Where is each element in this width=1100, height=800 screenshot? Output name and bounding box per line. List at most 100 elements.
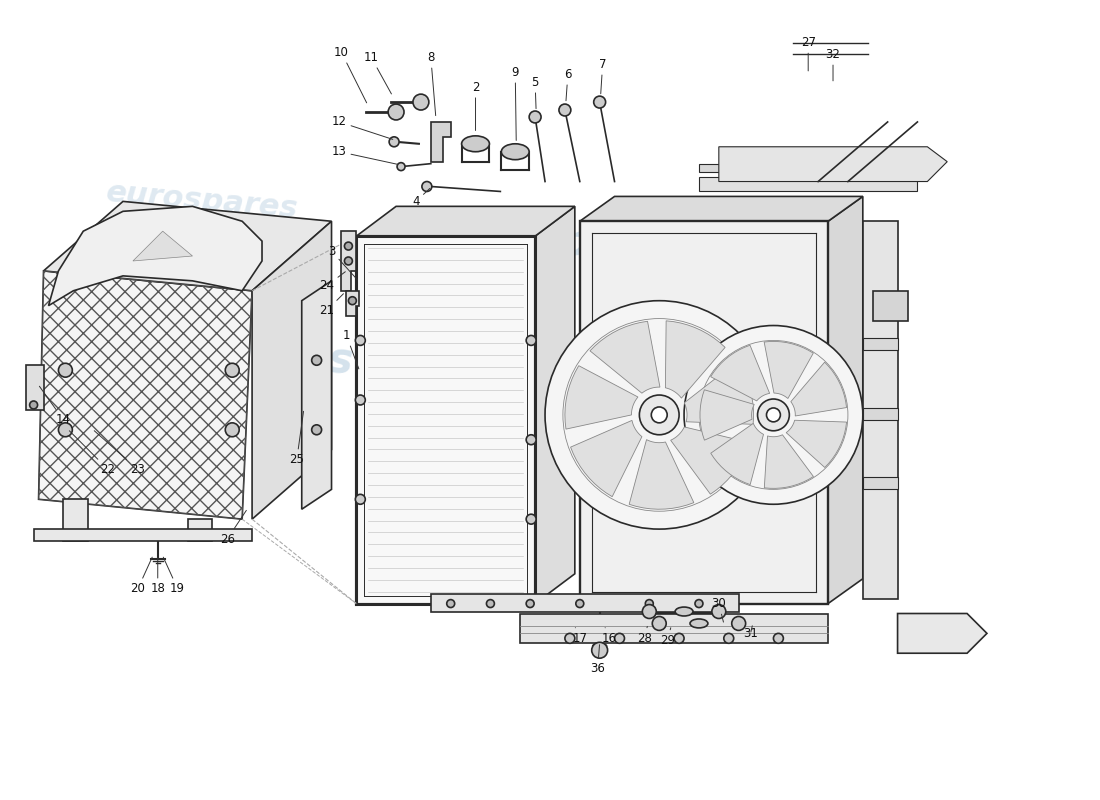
Polygon shape (39, 271, 252, 519)
Polygon shape (872, 290, 908, 321)
Ellipse shape (690, 619, 708, 628)
Text: 28: 28 (637, 626, 652, 645)
Circle shape (695, 600, 703, 607)
Bar (862, 408, 898, 420)
Text: 27: 27 (801, 36, 816, 71)
Text: 23: 23 (95, 430, 145, 476)
Text: 22: 22 (69, 430, 116, 476)
Circle shape (355, 395, 365, 405)
Text: 11: 11 (364, 51, 392, 94)
Polygon shape (431, 122, 451, 162)
Bar (698, 164, 917, 171)
Circle shape (615, 634, 625, 643)
Circle shape (767, 408, 780, 422)
Circle shape (526, 335, 536, 346)
Text: 6: 6 (564, 68, 572, 101)
Text: 25: 25 (289, 411, 305, 466)
Circle shape (526, 600, 535, 607)
Polygon shape (791, 362, 847, 416)
Polygon shape (684, 362, 754, 424)
Text: 1: 1 (343, 329, 359, 369)
Text: eurospares: eurospares (427, 209, 693, 274)
Circle shape (651, 407, 668, 423)
Text: 10: 10 (334, 46, 366, 103)
Bar (862, 338, 898, 350)
Polygon shape (356, 206, 575, 236)
Circle shape (58, 423, 73, 437)
Circle shape (652, 617, 667, 630)
Circle shape (575, 600, 584, 607)
Circle shape (773, 634, 783, 643)
Polygon shape (580, 197, 862, 222)
Circle shape (565, 634, 575, 643)
Circle shape (526, 514, 536, 524)
Ellipse shape (593, 643, 606, 650)
Circle shape (397, 162, 405, 170)
Text: 14: 14 (40, 386, 70, 426)
Circle shape (712, 605, 726, 618)
Circle shape (732, 617, 746, 630)
Circle shape (344, 242, 352, 250)
Circle shape (559, 104, 571, 116)
Text: eurospares: eurospares (106, 178, 299, 224)
Text: 5: 5 (531, 76, 539, 109)
Polygon shape (764, 434, 813, 488)
Circle shape (226, 423, 239, 437)
Text: 7: 7 (598, 58, 606, 94)
Text: 4: 4 (412, 189, 430, 208)
Polygon shape (590, 322, 660, 393)
Polygon shape (711, 346, 770, 401)
Polygon shape (252, 222, 331, 519)
Text: 19: 19 (163, 557, 185, 595)
Bar (520, 614, 828, 643)
Circle shape (226, 363, 239, 377)
Circle shape (30, 401, 37, 409)
Polygon shape (862, 222, 898, 598)
Text: 3: 3 (328, 245, 358, 280)
Text: 32: 32 (826, 48, 840, 81)
Circle shape (355, 494, 365, 504)
Polygon shape (341, 231, 356, 290)
Bar (64, 499, 88, 541)
Text: 16: 16 (602, 628, 617, 645)
Text: 9: 9 (512, 66, 519, 141)
Polygon shape (898, 614, 987, 654)
Circle shape (447, 600, 454, 607)
Text: 24: 24 (319, 272, 345, 292)
Circle shape (639, 395, 679, 434)
Polygon shape (764, 342, 813, 398)
Bar (862, 478, 898, 490)
Circle shape (355, 335, 365, 346)
Polygon shape (301, 281, 331, 510)
Circle shape (592, 642, 607, 658)
Circle shape (529, 111, 541, 123)
Circle shape (311, 425, 321, 434)
Text: 26: 26 (220, 510, 246, 546)
Circle shape (389, 137, 399, 146)
Polygon shape (44, 202, 331, 290)
Polygon shape (629, 440, 694, 510)
Polygon shape (346, 290, 360, 315)
Bar (431, 594, 739, 611)
Polygon shape (666, 321, 725, 398)
Polygon shape (828, 197, 862, 603)
Bar (25, 366, 44, 410)
Text: 18: 18 (151, 558, 165, 595)
Ellipse shape (675, 607, 693, 616)
Polygon shape (786, 420, 847, 467)
Polygon shape (133, 231, 192, 261)
Circle shape (349, 297, 356, 305)
Text: 12: 12 (332, 115, 393, 139)
Circle shape (486, 600, 494, 607)
Circle shape (724, 634, 734, 643)
Text: 13: 13 (332, 146, 398, 164)
Text: 30: 30 (712, 597, 726, 622)
Polygon shape (565, 366, 638, 429)
Bar (34, 529, 252, 541)
Ellipse shape (462, 136, 490, 152)
Circle shape (544, 301, 773, 529)
Text: eurospares: eurospares (89, 318, 355, 382)
Bar (187, 519, 212, 541)
Bar (698, 177, 917, 191)
Bar (356, 236, 535, 603)
